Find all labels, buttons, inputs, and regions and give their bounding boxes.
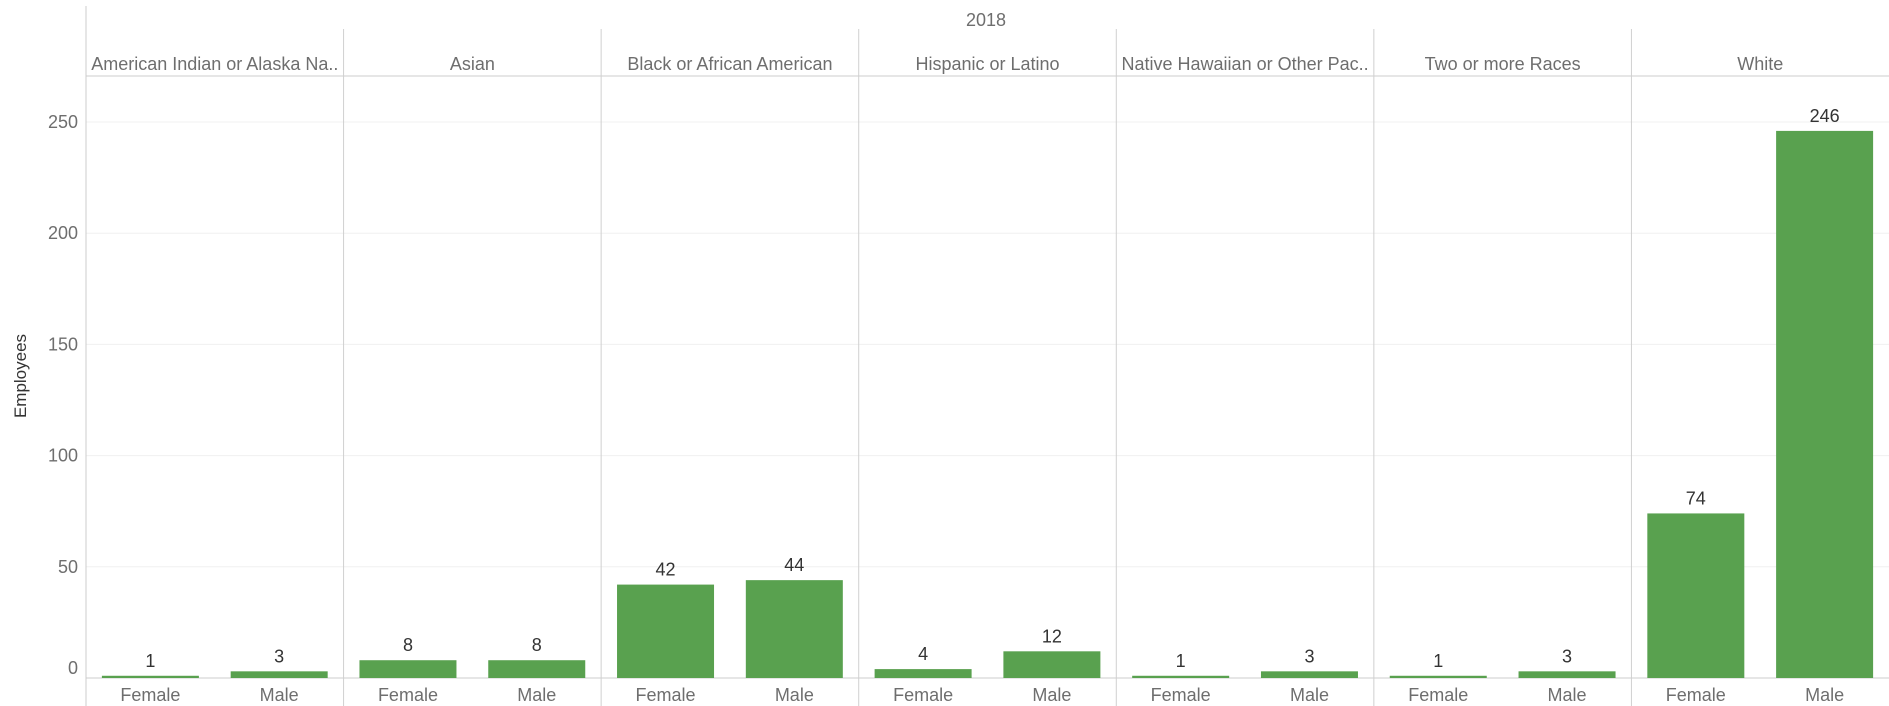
category-label: Female xyxy=(120,685,180,705)
bar xyxy=(1260,671,1358,678)
y-tick-label: 50 xyxy=(58,557,78,577)
category-label: Female xyxy=(636,685,696,705)
group-header: Asian xyxy=(450,54,495,74)
bar-value-label: 4 xyxy=(918,644,928,664)
category-label: Male xyxy=(1032,685,1071,705)
category-label: Male xyxy=(260,685,299,705)
bar xyxy=(488,660,586,678)
y-tick-label: 0 xyxy=(68,658,78,678)
bar xyxy=(745,580,843,678)
year-header: 2018 xyxy=(966,10,1006,30)
category-labels: Female Male Female Male Female Male Female Male… xyxy=(120,685,1844,705)
bar xyxy=(1389,675,1487,678)
bar-value-label: 1 xyxy=(1433,651,1443,671)
bar-value-label: 3 xyxy=(274,646,284,666)
bar xyxy=(359,660,457,678)
group-header: American Indian or Alaska Na.. xyxy=(91,54,338,74)
y-tick-label: 250 xyxy=(48,112,78,132)
y-tick-label: 150 xyxy=(48,334,78,354)
bar-value-label: 1 xyxy=(145,651,155,671)
category-label: Male xyxy=(1548,685,1587,705)
bar xyxy=(1518,671,1616,678)
group-header: Black or African American xyxy=(627,54,832,74)
group-headers: American Indian or Alaska Na.. Asian Black… xyxy=(91,54,1783,74)
y-axis: 0 50 100 150 200 250 xyxy=(48,112,78,678)
bar-value-label: 8 xyxy=(403,635,413,655)
y-tick-label: 100 xyxy=(48,446,78,466)
group-header: Native Hawaiian or Other Pac.. xyxy=(1122,54,1369,74)
bar xyxy=(874,669,972,678)
bar xyxy=(230,671,328,678)
y-tick-label: 200 xyxy=(48,223,78,243)
group-header: Hispanic or Latino xyxy=(915,54,1059,74)
group-header: Two or more Races xyxy=(1425,54,1581,74)
category-label: Male xyxy=(1805,685,1844,705)
gridlines xyxy=(86,121,1889,568)
bars xyxy=(101,130,1874,678)
bar-value-label: 1 xyxy=(1176,651,1186,671)
category-label: Female xyxy=(1151,685,1211,705)
bar-value-label: 42 xyxy=(656,560,676,580)
category-label: Female xyxy=(378,685,438,705)
bar-value-label: 3 xyxy=(1562,646,1572,666)
bar-value-label: 246 xyxy=(1810,106,1840,126)
bar-value-label: 44 xyxy=(784,555,804,575)
bar-value-label: 3 xyxy=(1304,646,1314,666)
category-label: Male xyxy=(775,685,814,705)
bar xyxy=(101,675,199,678)
bar-value-label: 12 xyxy=(1042,626,1062,646)
y-axis-label: Employees xyxy=(11,334,30,418)
bar xyxy=(1003,651,1101,678)
panel-frame xyxy=(85,6,1889,706)
bar xyxy=(1647,513,1745,678)
bar-value-label: 8 xyxy=(532,635,542,655)
bar xyxy=(1776,130,1874,678)
bar-value-label: 74 xyxy=(1686,488,1706,508)
category-label: Female xyxy=(1408,685,1468,705)
category-label: Male xyxy=(517,685,556,705)
group-header: White xyxy=(1737,54,1783,74)
bar xyxy=(1132,675,1230,678)
category-label: Female xyxy=(1666,685,1726,705)
category-label: Female xyxy=(893,685,953,705)
bar xyxy=(617,584,715,678)
category-label: Male xyxy=(1290,685,1329,705)
